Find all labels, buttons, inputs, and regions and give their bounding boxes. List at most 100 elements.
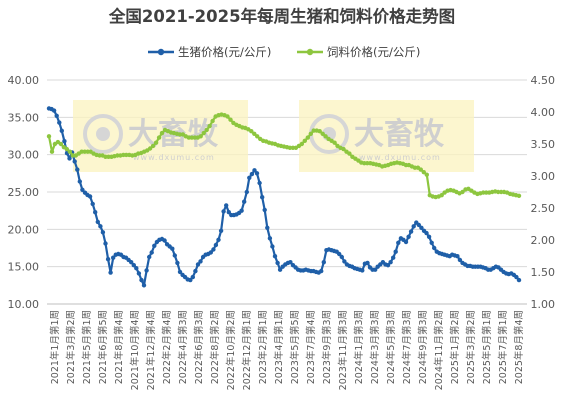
data-point bbox=[302, 138, 307, 143]
data-point bbox=[201, 130, 206, 136]
data-point bbox=[288, 260, 293, 265]
y-right-tick-label: 3.50 bbox=[531, 138, 556, 151]
data-point bbox=[59, 128, 64, 133]
data-point bbox=[221, 209, 226, 214]
data-point bbox=[242, 199, 247, 204]
data-point bbox=[98, 224, 103, 229]
data-point bbox=[152, 243, 157, 248]
data-point bbox=[418, 167, 423, 172]
legend-label-feed: 饲料价格(元/公斤) bbox=[327, 45, 420, 59]
x-tick-label: 2023年5月第5周 bbox=[289, 310, 301, 384]
data-point bbox=[156, 135, 162, 140]
chart-title: 全国2021-2025年每周生猪和饲料价格走势图 bbox=[108, 6, 455, 26]
data-point bbox=[272, 254, 278, 259]
data-point bbox=[308, 131, 313, 136]
legend: 生猪价格(元/公斤) 饲料价格(元/公斤) bbox=[148, 45, 420, 59]
data-point bbox=[373, 267, 378, 272]
data-point bbox=[226, 210, 231, 215]
y-left-tick-label: 35.00 bbox=[8, 111, 40, 124]
data-point bbox=[342, 259, 347, 264]
x-tick-label: 2021年10月第4周 bbox=[129, 310, 141, 390]
data-point bbox=[365, 260, 370, 266]
data-point bbox=[72, 159, 77, 164]
data-point bbox=[299, 141, 304, 147]
data-point bbox=[385, 263, 391, 268]
data-point bbox=[193, 268, 198, 274]
watermark-site: www.dxumu.com bbox=[133, 153, 215, 162]
data-point bbox=[411, 224, 416, 229]
data-point bbox=[211, 247, 216, 252]
legend-item-hog: 生猪价格(元/公斤) bbox=[148, 45, 271, 59]
data-point bbox=[225, 114, 230, 119]
y-left-tick-label: 25.00 bbox=[8, 186, 40, 199]
y-right-tick-label: 2.00 bbox=[531, 234, 556, 247]
y-left-tick-label: 15.00 bbox=[8, 261, 40, 274]
data-point bbox=[247, 175, 252, 180]
data-point bbox=[406, 234, 411, 239]
data-point bbox=[134, 266, 139, 271]
data-point bbox=[260, 195, 265, 200]
series-feed-price bbox=[46, 112, 522, 200]
data-point bbox=[320, 131, 325, 136]
x-axis: 2021年1月第1周 2021年3月第2周 2021年5月第1周 2021年6月第5周… bbox=[47, 303, 527, 390]
x-tick-label: 2021年5月第1周 bbox=[81, 310, 93, 384]
data-point bbox=[270, 244, 275, 249]
data-point bbox=[153, 140, 159, 145]
data-point bbox=[103, 241, 108, 246]
data-point bbox=[218, 228, 224, 233]
data-point bbox=[424, 230, 429, 236]
data-point bbox=[175, 260, 180, 266]
data-point bbox=[516, 277, 522, 283]
x-tick-label: 2024年11月第2周 bbox=[433, 310, 445, 390]
data-point bbox=[347, 151, 352, 156]
watermark-site: www.dxumu.com bbox=[359, 153, 441, 162]
x-tick-label: 2021年8月第4周 bbox=[113, 310, 125, 384]
data-point bbox=[254, 171, 260, 176]
x-tick-label: 2023年11月第3周 bbox=[337, 310, 349, 390]
y-left-tick-label: 10.00 bbox=[8, 298, 40, 311]
data-point bbox=[255, 134, 260, 139]
data-point bbox=[252, 168, 257, 173]
data-point bbox=[207, 123, 212, 129]
data-point bbox=[391, 255, 396, 260]
data-point bbox=[144, 268, 149, 273]
data-point bbox=[244, 189, 249, 195]
data-point bbox=[341, 146, 346, 152]
data-point bbox=[141, 283, 147, 288]
data-point bbox=[432, 245, 437, 251]
data-point bbox=[421, 170, 426, 175]
data-point bbox=[265, 225, 270, 230]
data-point bbox=[267, 236, 273, 241]
data-point bbox=[77, 179, 83, 184]
data-point bbox=[332, 140, 337, 145]
data-point bbox=[424, 172, 429, 177]
data-point bbox=[54, 113, 59, 119]
data-point bbox=[172, 253, 177, 258]
data-point bbox=[216, 237, 221, 242]
data-point bbox=[147, 254, 152, 260]
watermark-logo-icon bbox=[83, 114, 123, 154]
y-left-tick-label: 40.00 bbox=[8, 74, 40, 87]
x-tick-label: 2024年7月第3周 bbox=[401, 310, 413, 384]
data-point bbox=[198, 134, 203, 139]
data-point bbox=[396, 240, 401, 245]
data-point bbox=[460, 189, 465, 195]
data-point bbox=[208, 250, 213, 255]
x-tick-label: 2021年6月第5周 bbox=[97, 310, 109, 384]
data-point bbox=[249, 171, 255, 177]
data-point bbox=[136, 271, 142, 276]
data-point bbox=[131, 263, 136, 268]
data-point bbox=[321, 260, 326, 265]
y-right-tick-label: 1.50 bbox=[531, 266, 556, 279]
x-tick-label: 2021年3月第2周 bbox=[65, 310, 77, 384]
x-tick-label: 2022年4月第3周 bbox=[177, 310, 189, 384]
x-tick-label: 2024年3月第3周 bbox=[369, 310, 381, 384]
data-point bbox=[51, 108, 57, 113]
data-point bbox=[159, 130, 165, 136]
legend-label-hog: 生猪价格(元/公斤) bbox=[178, 45, 271, 59]
data-point bbox=[455, 254, 460, 259]
data-point bbox=[429, 240, 434, 245]
series-layer bbox=[46, 106, 522, 288]
x-tick-label: 2024年5月第3周 bbox=[385, 310, 397, 384]
